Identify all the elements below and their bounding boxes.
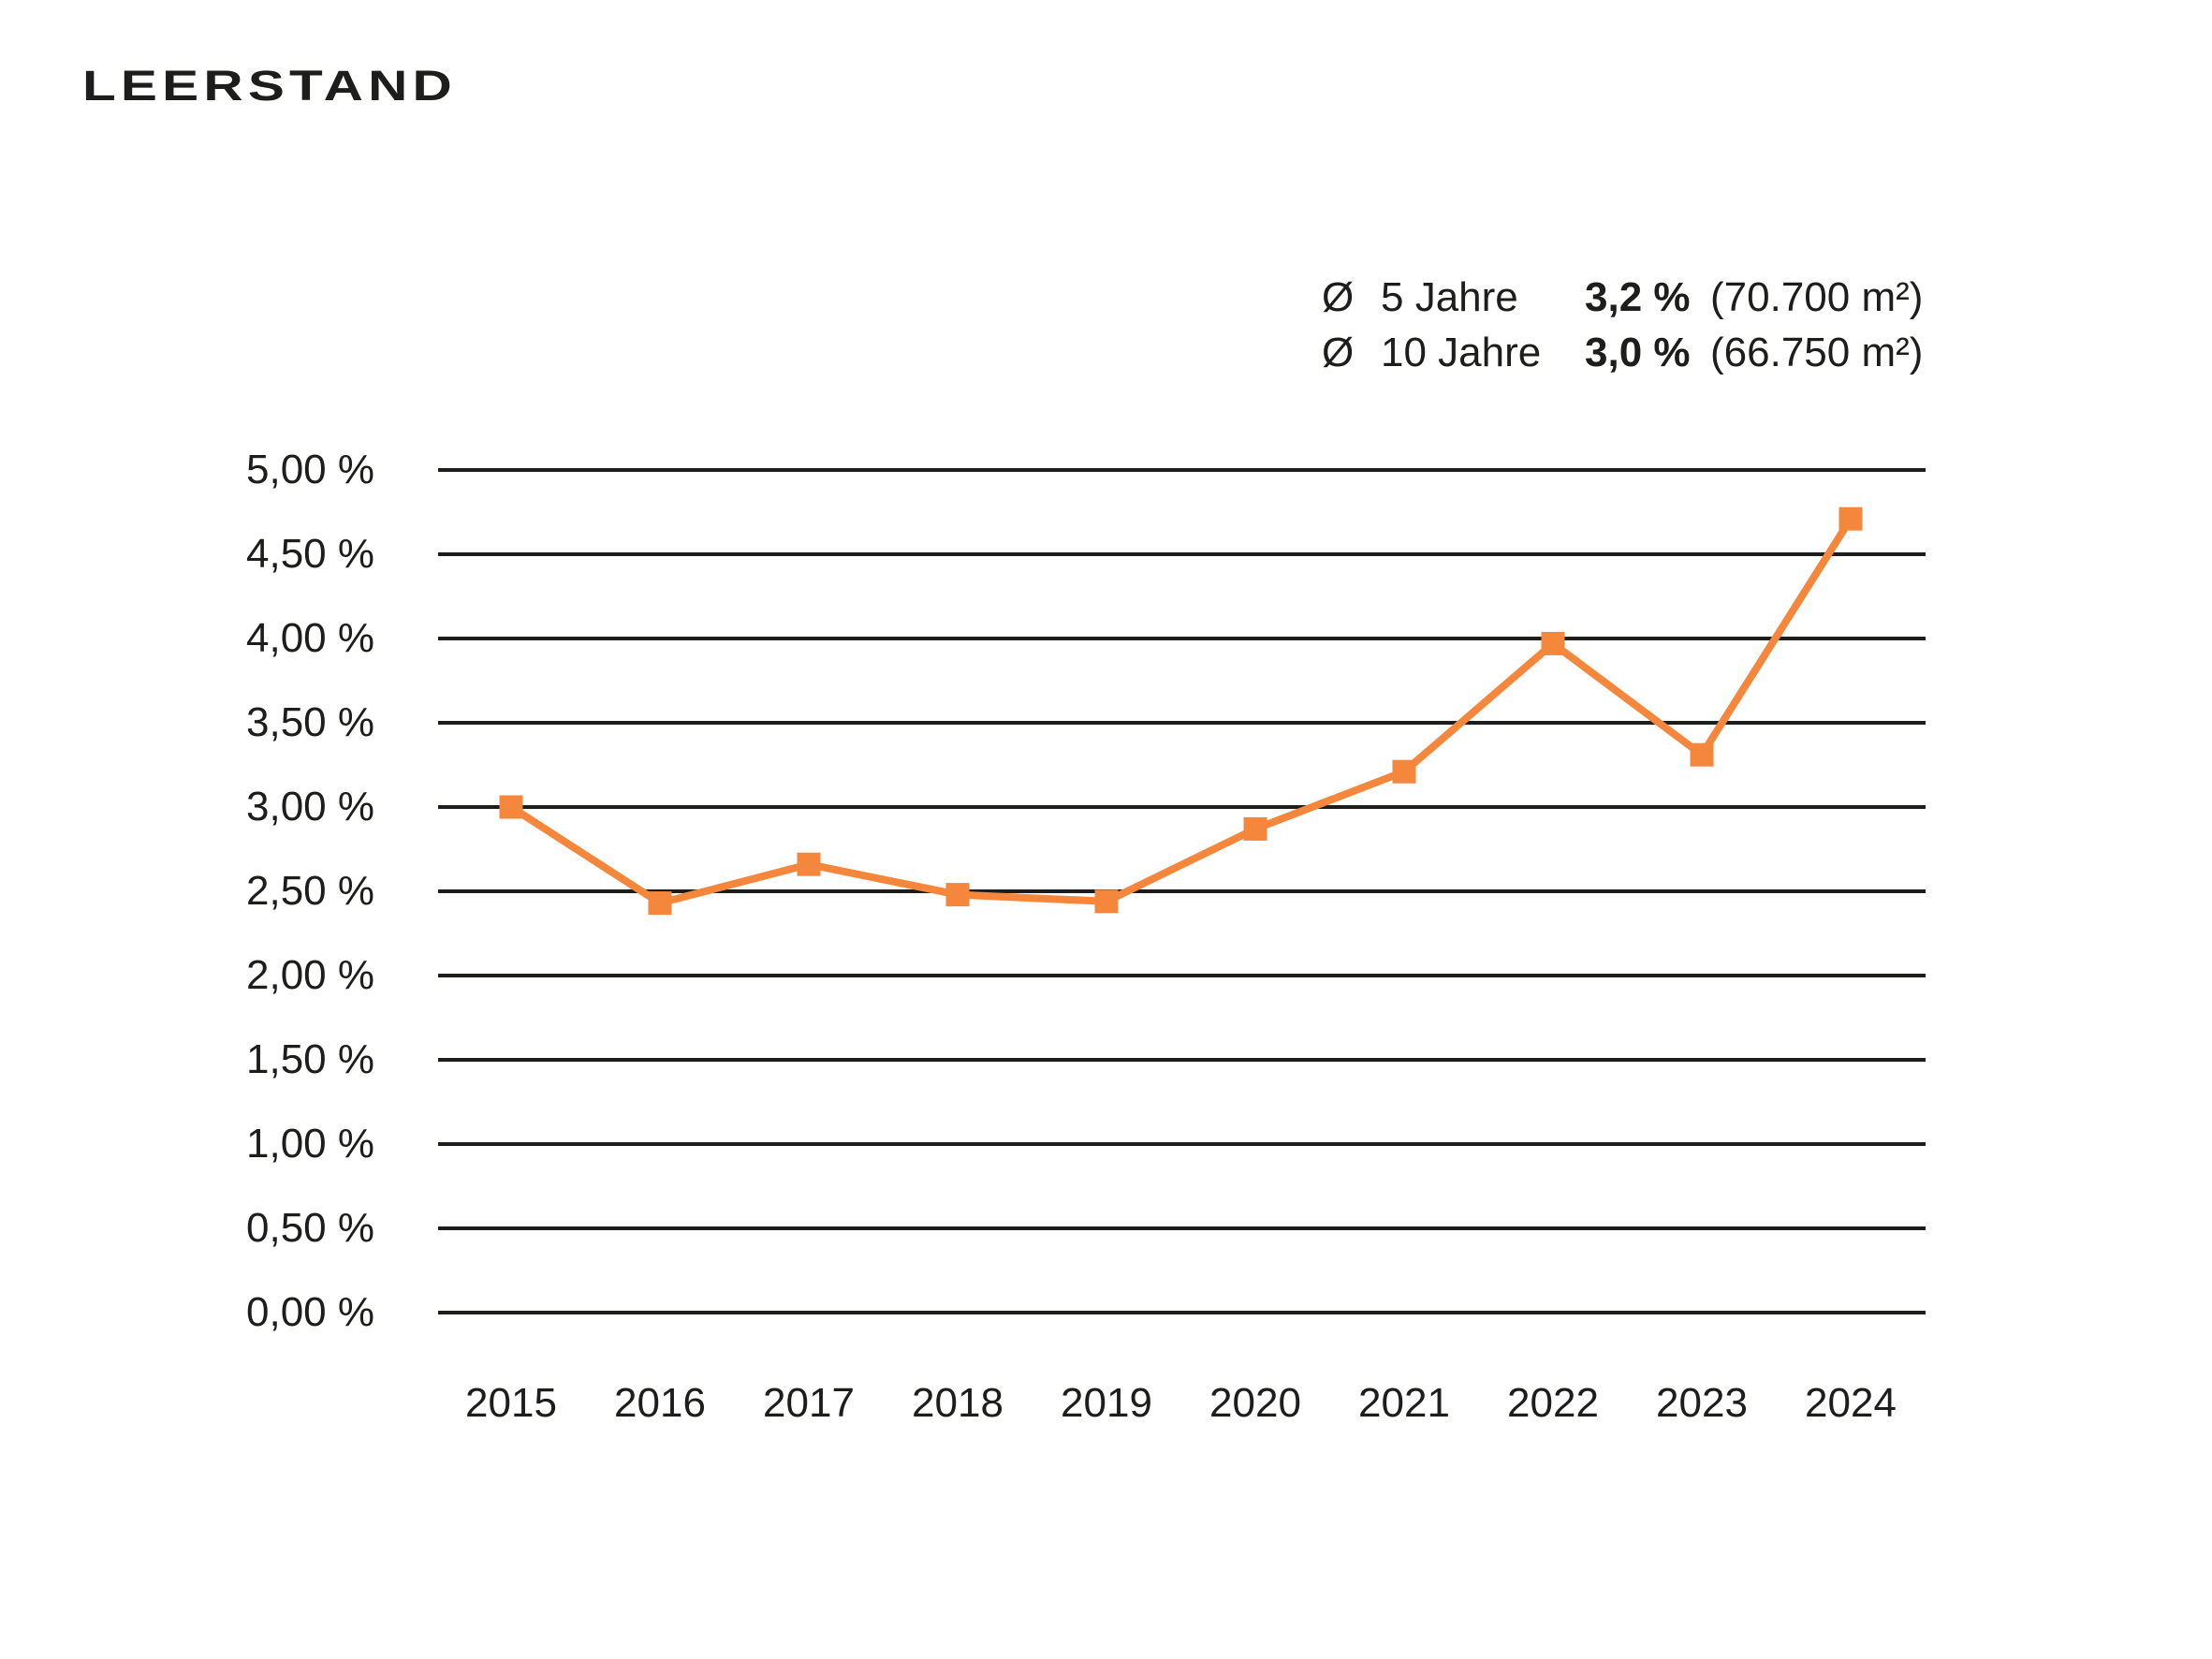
legend-area-detail: (70.700 m²) [1710, 273, 1924, 320]
x-axis-tick-label: 2015 [465, 1380, 557, 1426]
x-axis-tick-label: 2016 [614, 1380, 706, 1426]
data-point-marker [1094, 889, 1119, 914]
data-point-marker [1541, 631, 1565, 655]
legend-period-label: 10 Jahre [1381, 329, 1542, 375]
average-symbol: Ø [1322, 329, 1355, 375]
legend-row-5-years: Ø 5 Jahre 3,2 % (70.700 m²) [1322, 270, 1923, 325]
data-point-marker [945, 883, 970, 907]
x-axis-tick-label: 2024 [1805, 1380, 1897, 1426]
x-axis-tick-label: 2022 [1507, 1380, 1599, 1426]
y-axis-tick-label: 0,00 % [246, 1289, 374, 1335]
data-point-marker [1243, 816, 1267, 841]
legend-row-10-years: Ø 10 Jahre 3,0 % (66.750 m²) [1322, 325, 1923, 380]
x-axis-tick-label: 2017 [763, 1380, 855, 1426]
y-axis-tick-label: 4,50 % [246, 531, 374, 577]
y-axis-tick-label: 4,00 % [246, 615, 374, 661]
x-axis-tick-label: 2021 [1358, 1380, 1450, 1426]
legend-value: 3,2 % [1585, 273, 1691, 320]
legend-period-label: 5 Jahre [1381, 273, 1518, 320]
x-axis-tick-label: 2020 [1209, 1380, 1301, 1426]
legend-value: 3,0 % [1585, 329, 1691, 375]
page-title: LEERSTAND [82, 62, 457, 110]
x-axis-tick-label: 2023 [1656, 1380, 1748, 1426]
legend-area-detail: (66.750 m²) [1710, 329, 1924, 375]
data-point-marker [499, 795, 523, 819]
vacancy-trend-line [508, 517, 1854, 907]
x-axis-tick-label: 2018 [912, 1380, 1003, 1426]
data-point-marker [1392, 759, 1416, 784]
y-axis-tick-label: 2,50 % [246, 868, 374, 914]
x-axis-tick-label: 2019 [1061, 1380, 1152, 1426]
average-symbol: Ø [1322, 273, 1355, 320]
data-point-marker [1690, 742, 1714, 767]
y-axis-tick-label: 1,00 % [246, 1121, 374, 1167]
data-point-marker [648, 891, 672, 916]
y-axis-tick-label: 3,50 % [246, 699, 374, 745]
y-axis-tick-label: 0,50 % [246, 1205, 374, 1251]
y-axis-tick-label: 2,00 % [246, 952, 374, 998]
y-axis-tick-label: 5,00 % [246, 447, 374, 492]
data-point-marker [1838, 507, 1863, 531]
y-axis-tick-label: 1,50 % [246, 1036, 374, 1082]
legend: Ø 5 Jahre 3,2 % (70.700 m²) Ø 10 Jahre 3… [1322, 270, 1923, 380]
y-axis-tick-label: 3,00 % [246, 784, 374, 830]
data-point-marker [797, 852, 821, 876]
